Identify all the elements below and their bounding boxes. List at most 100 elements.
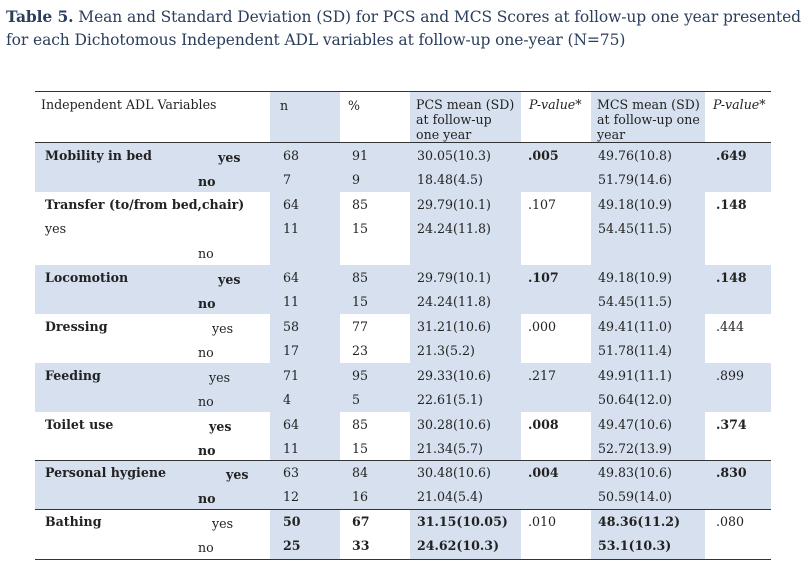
- table-row: Locomotion yes no 64 11 85 15 29.79(10.1) 24.24(…: [35, 265, 771, 314]
- table-cell: [410, 412, 521, 460]
- table-cell: [705, 143, 771, 192]
- row-label: Toilet use: [45, 417, 114, 432]
- n-yes: 63: [283, 465, 300, 480]
- bottom-rule: [35, 559, 771, 560]
- table-cell: [270, 314, 340, 363]
- header-cell-mcs: MCS mean (SD) at follow-up one year: [591, 92, 705, 142]
- pct-no: 9: [352, 172, 361, 187]
- header-mcs-2: at follow-up one: [597, 112, 700, 127]
- mcs-yes: 49.76(10.8): [598, 148, 672, 163]
- mcs-p-value: .444: [716, 319, 745, 334]
- group-label-no: no: [198, 540, 214, 555]
- pcs-yes: 31.21(10.6): [417, 319, 491, 334]
- n-yes: 68: [283, 148, 300, 163]
- n-yes: 71: [283, 368, 300, 383]
- table-cell: [35, 460, 270, 509]
- pct-no: 23: [352, 343, 369, 358]
- table-cell: [591, 412, 705, 460]
- table-cell: [705, 265, 771, 314]
- pct-no: 33: [352, 538, 370, 553]
- pct-yes: 95: [352, 368, 369, 383]
- mcs-p-value: .899: [716, 368, 745, 383]
- table-cell: [340, 314, 410, 363]
- header-mcs-p: P-value*: [713, 97, 766, 112]
- group-label-yes: yes: [45, 221, 67, 236]
- pct-yes: 91: [352, 148, 369, 163]
- pct-no: 15: [352, 294, 369, 309]
- table-cell: [410, 265, 521, 314]
- pcs-p-value: .010: [528, 514, 557, 529]
- row-rule: [35, 460, 771, 461]
- n-no: 11: [283, 221, 300, 236]
- table-cell: [410, 363, 521, 412]
- pcs-no: 22.61(5.1): [417, 392, 483, 407]
- pct-yes: 85: [352, 197, 369, 212]
- header-pct: %: [348, 98, 360, 113]
- mcs-yes: 49.83(10.6): [598, 465, 672, 480]
- mcs-p-value: .080: [716, 514, 745, 529]
- header-pcs-1: PCS mean (SD): [416, 97, 515, 112]
- group-label-no: no: [198, 443, 216, 458]
- group-label-yes: yes: [218, 272, 241, 287]
- table-cell: [340, 363, 410, 412]
- pcs-p-value: .107: [528, 270, 559, 285]
- table-row: Transfer (to/from bed,chair) yes no 64 11 85 1…: [35, 192, 771, 265]
- table-cell: [340, 265, 410, 314]
- caption-line-1: Mean and Standard Deviation (SD) for PCS…: [78, 8, 801, 26]
- group-label-yes: yes: [212, 321, 234, 336]
- pct-no: 15: [352, 221, 369, 236]
- pcs-no: 21.3(5.2): [417, 343, 475, 358]
- pcs-yes: 29.79(10.1): [417, 270, 491, 285]
- table-cell: [591, 509, 705, 559]
- pcs-yes: 30.48(10.6): [417, 465, 491, 480]
- table-cell: [270, 265, 340, 314]
- header-cell-pct: %: [340, 92, 410, 142]
- header-pcs-3: one year: [416, 127, 472, 142]
- group-label-yes: yes: [209, 419, 232, 434]
- pcs-yes: 30.28(10.6): [417, 417, 491, 432]
- pcs-p-value: .008: [528, 417, 559, 432]
- table-row: Toilet use yes no 64 11 85 15 30.28(10.6) 21.34(…: [35, 412, 771, 460]
- table-cell: [340, 192, 410, 265]
- pcs-yes: 31.15(10.05): [417, 514, 508, 529]
- group-label-no: no: [198, 491, 216, 506]
- mcs-no: 54.45(11.5): [598, 294, 672, 309]
- table-cell: [270, 460, 340, 509]
- group-label-no: no: [198, 394, 214, 409]
- table-cell: [270, 192, 340, 265]
- mcs-yes: 49.91(11.1): [598, 368, 672, 383]
- header-pcs-2: at follow-up: [416, 112, 492, 127]
- mcs-p-value: .374: [716, 417, 747, 432]
- table-cell: [340, 143, 410, 192]
- table-cell: [270, 363, 340, 412]
- row-label: Feeding: [45, 368, 101, 383]
- mcs-no: 50.59(14.0): [598, 489, 672, 504]
- group-label-no: no: [198, 345, 214, 360]
- pcs-no: 21.34(5.7): [417, 441, 483, 456]
- pct-no: 15: [352, 441, 369, 456]
- pcs-no: 18.48(4.5): [417, 172, 483, 187]
- pct-yes: 85: [352, 270, 369, 285]
- pcs-p-value: .217: [528, 368, 557, 383]
- mcs-no: 50.64(12.0): [598, 392, 672, 407]
- table-caption: Table 5. Mean and Standard Deviation (SD…: [6, 5, 808, 52]
- mcs-no: 51.79(14.6): [598, 172, 672, 187]
- table-cell: [705, 363, 771, 412]
- table-row: Personal hygiene yes no 63 12 84 16 30.48(10.6)…: [35, 460, 771, 509]
- table-cell: [591, 265, 705, 314]
- pct-yes: 84: [352, 465, 369, 480]
- n-no: 11: [283, 294, 300, 309]
- table-cell: [591, 314, 705, 363]
- table-cell: [340, 509, 410, 559]
- table-cell: [521, 363, 591, 412]
- mcs-yes: 49.41(11.0): [598, 319, 672, 334]
- mcs-no: 51.78(11.4): [598, 343, 672, 358]
- mcs-p-value: .830: [716, 465, 747, 480]
- table-cell: [591, 192, 705, 265]
- mcs-no: 54.45(11.5): [598, 221, 672, 236]
- pct-yes: 77: [352, 319, 369, 334]
- header-cell-var: Independent ADL Variables: [35, 92, 270, 142]
- mcs-no: 53.1(10.3): [598, 538, 672, 553]
- header-cell-pcs-p: P-value*: [521, 92, 591, 142]
- mcs-p-value: .148: [716, 197, 747, 212]
